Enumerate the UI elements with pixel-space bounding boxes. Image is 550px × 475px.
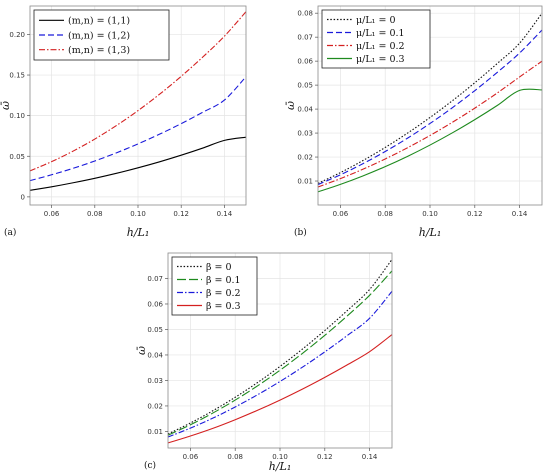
x-tick-label: 0.14 <box>217 210 233 218</box>
x-tick-label: 0.12 <box>317 453 333 461</box>
legend-label-4: β = 0.3 <box>206 301 241 312</box>
x-axis-label: h/L₁ <box>269 460 292 473</box>
chart-panel-3: 0.06 0.08 0.10 0.12 0.14 0.01 0.02 0.03 0.04 0.05… <box>135 252 393 473</box>
legend-label-1: μ/L₁ = 0 <box>356 15 396 26</box>
y-axis-label: ω̄ <box>284 101 297 110</box>
legend-label-2: (m,n) = (1,2) <box>68 30 130 41</box>
legend-label-3: β = 0.2 <box>206 288 241 299</box>
y-tick-label: 0.05 <box>297 82 313 90</box>
y-tick-label: 0.01 <box>147 428 163 436</box>
y-tick-label: 0.07 <box>147 275 163 283</box>
y-tick-label: 0.05 <box>147 326 163 334</box>
y-tick-label: 0.05 <box>9 153 25 161</box>
y-tick-label: 0.04 <box>147 351 163 359</box>
y-tick-label: 0.04 <box>297 106 313 114</box>
legend-label-4: μ/L₁ = 0.3 <box>356 54 405 65</box>
series-line-1 <box>29 136 247 191</box>
series-line-4 <box>167 334 393 444</box>
x-tick-label: 0.06 <box>44 210 60 218</box>
legend-label-2: μ/L₁ = 0.1 <box>356 28 405 39</box>
panel-label: (b) <box>294 227 307 238</box>
legend: μ/L₁ = 0 μ/L₁ = 0.1 μ/L₁ = 0.2 μ/L₁ = 0.3 <box>321 9 431 69</box>
legend: (m,n) = (1,1) (m,n) = (1,2) (m,n) = (1,3) <box>33 9 170 61</box>
x-tick-label: 0.10 <box>130 210 146 218</box>
series-line-2 <box>29 76 247 182</box>
x-tick-label: 0.06 <box>183 453 199 461</box>
y-tick-label: 0.06 <box>297 58 313 66</box>
x-tick-label: 0.08 <box>87 210 103 218</box>
x-tick-label: 0.06 <box>333 210 349 218</box>
y-axis-label: ω̄ <box>135 346 148 355</box>
chart-panel-1: 0.06 0.08 0.10 0.12 0.14 0 0.05 0.10 0.15 0.20 h/L… <box>0 5 247 239</box>
series-line-2 <box>317 29 543 186</box>
y-axis-label: ω̄ <box>0 101 12 110</box>
y-tick-label: 0.07 <box>297 34 313 42</box>
y-tick-label: 0.06 <box>147 300 163 308</box>
legend-label-1: (m,n) = (1,1) <box>68 16 130 27</box>
legend: β = 0 β = 0.1 β = 0.2 β = 0.3 <box>171 256 258 316</box>
y-tick-label: 0.03 <box>147 377 163 385</box>
legend-label-2: β = 0.1 <box>206 275 241 286</box>
y-tick-label: 0.02 <box>147 402 163 410</box>
x-axis-label: h/L₁ <box>419 226 442 239</box>
x-tick-label: 0.08 <box>377 210 393 218</box>
x-tick-label: 0.08 <box>227 453 243 461</box>
x-tick-label: 0.10 <box>422 210 438 218</box>
x-tick-label: 0.12 <box>173 210 189 218</box>
y-tick-label: 0.02 <box>297 154 313 162</box>
panel-label: (c) <box>144 460 156 471</box>
y-tick-label: 0.08 <box>297 10 313 18</box>
series-line-1 <box>167 259 393 435</box>
legend-label-3: (m,n) = (1,3) <box>68 45 130 56</box>
legend-label-3: μ/L₁ = 0.2 <box>356 41 405 52</box>
panel-label: (a) <box>4 227 16 238</box>
series-line-3 <box>317 60 543 188</box>
y-tick-label: 0.20 <box>9 31 25 39</box>
series-line-2 <box>167 270 393 436</box>
x-axis-label: h/L₁ <box>127 226 150 239</box>
y-tick-label: 0 <box>21 193 25 201</box>
y-tick-label: 0.03 <box>297 130 313 138</box>
series-line-3 <box>29 11 247 172</box>
x-tick-label: 0.14 <box>362 453 378 461</box>
y-tick-label: 0.01 <box>297 178 313 186</box>
legend-label-1: β = 0 <box>206 262 232 273</box>
y-tick-label: 0.10 <box>9 112 25 120</box>
legend-box <box>33 9 170 61</box>
y-tick-label: 0.15 <box>9 72 25 80</box>
series-line-4 <box>317 88 543 193</box>
x-tick-label: 0.10 <box>272 453 288 461</box>
x-tick-label: 0.12 <box>467 210 483 218</box>
series-line-1 <box>317 12 543 184</box>
chart-panel-2: 0.06 0.08 0.10 0.12 0.14 0.01 0.02 0.03 0.04 0.05… <box>284 5 543 239</box>
x-tick-label: 0.14 <box>512 210 528 218</box>
